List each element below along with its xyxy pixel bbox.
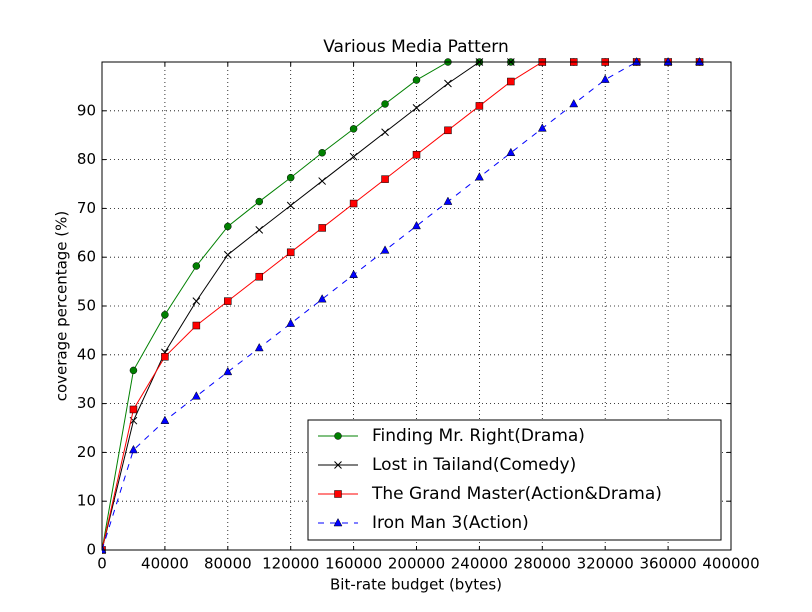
x-tick-label: 40000 — [141, 555, 189, 573]
point — [254, 342, 264, 352]
point — [192, 321, 201, 330]
x-tick-label: 240000 — [451, 555, 508, 573]
point — [255, 272, 263, 281]
legend-label: Lost in Tailand(Comedy) — [372, 455, 576, 475]
y-axis-label: coverage percentage (%) — [53, 211, 71, 402]
legend-label: Finding Mr. Right(Drama) — [372, 426, 585, 446]
y-tick-label: 40 — [77, 345, 96, 363]
point — [381, 100, 389, 108]
point — [255, 197, 263, 206]
legend-marker — [334, 432, 342, 440]
legend-marker — [333, 517, 343, 527]
x-tick-label: 360000 — [639, 555, 696, 573]
point — [632, 56, 642, 66]
point — [349, 199, 358, 208]
point — [412, 76, 421, 84]
point — [286, 173, 295, 182]
y-tick-label: 80 — [77, 150, 96, 168]
y-tick-label: 20 — [77, 443, 96, 461]
point — [286, 201, 295, 210]
legend-label: Iron Man 3(Action) — [372, 513, 529, 533]
point — [474, 172, 484, 181]
point — [349, 125, 358, 133]
point — [129, 405, 138, 414]
point — [161, 311, 169, 319]
point — [569, 98, 579, 108]
point — [380, 245, 390, 254]
legend-label: The Grand Master(Action&Drama) — [371, 484, 662, 504]
point — [286, 318, 296, 327]
series-line — [102, 61, 700, 551]
point — [412, 104, 421, 112]
point — [381, 175, 389, 183]
x-tick-label: 160000 — [325, 555, 382, 573]
y-tick-label: 30 — [77, 394, 96, 412]
point — [255, 226, 264, 234]
point — [129, 366, 138, 375]
point — [223, 250, 232, 259]
point — [537, 123, 547, 132]
point — [444, 79, 452, 88]
point — [663, 56, 673, 66]
point — [224, 222, 232, 231]
point — [412, 150, 421, 159]
x-axis-label: Bit-rate budget (bytes) — [330, 576, 502, 594]
point — [600, 74, 610, 83]
x-tick-label: 120000 — [262, 555, 319, 573]
chart-title: Various Media Pattern — [323, 37, 509, 57]
y-tick-label: 50 — [77, 297, 96, 315]
point — [286, 248, 295, 257]
x-tick-label: 400000 — [702, 555, 759, 573]
point — [192, 297, 201, 305]
y-tick-label: 0 — [86, 541, 96, 559]
y-tick-label: 90 — [77, 101, 96, 119]
point — [443, 196, 453, 205]
plot-frame — [101, 61, 732, 551]
point — [192, 262, 201, 270]
point — [381, 128, 389, 137]
point — [129, 444, 138, 454]
point — [161, 353, 169, 361]
y-tick-label: 70 — [77, 199, 96, 217]
point — [160, 415, 170, 424]
point — [317, 294, 327, 303]
legend-box — [307, 419, 722, 541]
legend-marker — [334, 461, 342, 469]
point — [507, 77, 515, 86]
point — [191, 391, 201, 400]
point — [695, 56, 704, 66]
x-tick-label: 200000 — [388, 555, 445, 573]
x-tick-label: 280000 — [514, 555, 571, 573]
point — [444, 126, 452, 135]
point — [318, 224, 326, 232]
x-tick-label: 320000 — [577, 555, 634, 573]
point — [318, 149, 326, 157]
point — [412, 220, 421, 230]
point — [506, 147, 516, 157]
y-tick-label: 10 — [77, 492, 96, 510]
point — [349, 269, 359, 279]
point — [349, 152, 358, 161]
point — [475, 102, 484, 110]
x-tick-label: 80000 — [204, 555, 252, 573]
point — [224, 297, 232, 305]
legend-marker — [334, 490, 342, 498]
point — [102, 544, 107, 554]
x-tick-label: 0 — [97, 555, 107, 573]
point — [223, 366, 233, 376]
point — [318, 177, 327, 185]
y-tick-label: 60 — [77, 248, 96, 266]
